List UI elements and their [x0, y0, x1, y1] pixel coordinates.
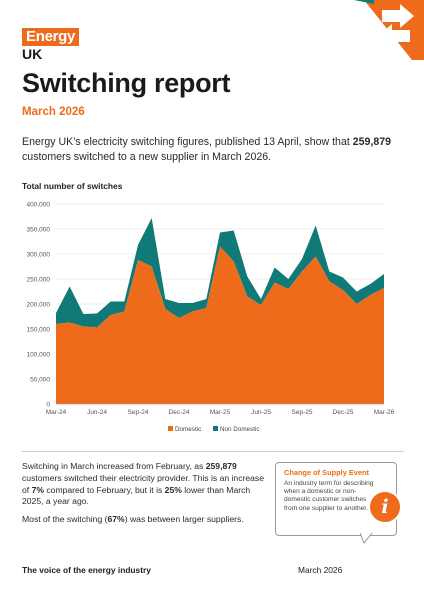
intro-highlight: 259,879	[352, 136, 392, 148]
section-divider	[22, 451, 404, 452]
p1-e: compared to February, but it is	[43, 484, 165, 495]
y-tick-label: 350,000	[27, 227, 51, 234]
x-tick-label: Sep-25	[292, 409, 313, 416]
p1-f: 25%	[164, 484, 182, 495]
x-tick-label: Mar-26	[374, 409, 395, 416]
callout-tail	[360, 533, 373, 544]
x-tick-label: Dec-25	[333, 409, 354, 416]
callout-text: An industry term for describing when a d…	[284, 480, 374, 512]
corner-arrows-decoration	[354, 0, 424, 60]
p1-g: lower than March 2025, a year ago.	[22, 484, 251, 507]
p1-a: Switching in March increased from Februa…	[22, 461, 206, 471]
p2-b: 67%	[107, 514, 125, 524]
info-icon: i	[368, 490, 402, 524]
callout-title: Change of Supply Event	[284, 468, 369, 477]
x-tick-label: Sep-24	[128, 409, 149, 416]
x-tick-label: Mar-24	[46, 409, 67, 416]
x-tick-label: Jun-24	[87, 409, 107, 416]
footer-date: March 2026	[298, 565, 343, 575]
y-tick-label: 0	[46, 402, 50, 409]
chart-title: Total number of switches	[22, 181, 123, 191]
logo-wordmark: Energy	[22, 28, 80, 46]
y-tick-label: 250,000	[27, 277, 51, 284]
p2-a: Most of the switching (	[22, 514, 108, 524]
p1-c: customers switched their electricity pro…	[22, 472, 264, 495]
body-paragraph-2: Most of the switching (67%) was between …	[22, 514, 272, 526]
legend-label: Non Domestic	[220, 426, 260, 433]
body-paragraph-1: Switching in March increased from Februa…	[22, 461, 272, 508]
intro-text-a: Energy UK’s electricity switching figure…	[22, 136, 353, 148]
p1-b: 259,879	[205, 461, 237, 471]
y-tick-label: 100,000	[27, 352, 51, 359]
energy-uk-logo: Energy UK	[22, 28, 80, 62]
y-tick-label: 300,000	[27, 252, 51, 259]
p2-c: ) was between larger suppliers.	[124, 514, 244, 524]
legend-label: Domestic	[175, 426, 201, 433]
intro-paragraph: Energy UK’s electricity switching figure…	[22, 135, 402, 165]
legend-swatch	[168, 426, 173, 431]
x-tick-label: Jun-25	[251, 409, 271, 416]
switches-area-chart: 0 50,000 100,000 150,000 200,000 250,000 300,0…	[27, 202, 395, 434]
footer-tagline: The voice of the energy industry	[22, 565, 151, 575]
y-tick-label: 400,000	[27, 202, 51, 209]
series-domestic-area	[56, 246, 384, 404]
y-tick-label: 50,000	[30, 377, 50, 384]
x-tick-label: Mar-25	[210, 409, 231, 416]
report-date: March 2026	[22, 106, 85, 118]
p1-d: 7%	[31, 484, 44, 495]
legend-swatch	[213, 426, 218, 431]
x-tick-label: Dec-24	[169, 409, 190, 416]
logo-uk: UK	[22, 46, 43, 62]
intro-text-b: customers switched to a new supplier in …	[22, 151, 272, 163]
series-non-domestic-area	[56, 218, 384, 328]
y-tick-label: 150,000	[27, 327, 51, 334]
y-tick-label: 200,000	[27, 302, 51, 309]
page-title: Switching report	[22, 68, 231, 98]
